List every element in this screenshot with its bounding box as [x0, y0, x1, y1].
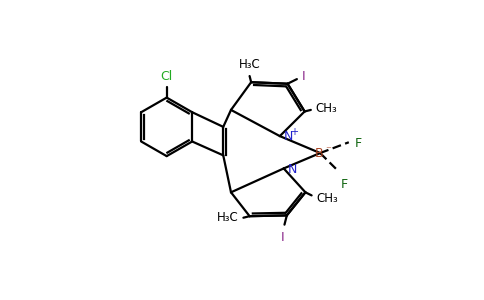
Text: Cl: Cl: [161, 70, 173, 83]
Text: B: B: [315, 147, 324, 160]
Text: CH₃: CH₃: [316, 102, 337, 115]
Text: N: N: [287, 163, 297, 176]
Text: CH₃: CH₃: [316, 192, 338, 205]
Text: N: N: [284, 130, 293, 143]
Text: F: F: [340, 178, 348, 191]
Text: +: +: [290, 127, 298, 137]
Text: I: I: [301, 70, 305, 83]
Text: H₃C: H₃C: [217, 211, 239, 224]
Text: I: I: [281, 231, 285, 244]
Text: ⁻: ⁻: [326, 145, 332, 155]
Text: F: F: [355, 136, 362, 149]
Text: H₃C: H₃C: [239, 58, 260, 71]
